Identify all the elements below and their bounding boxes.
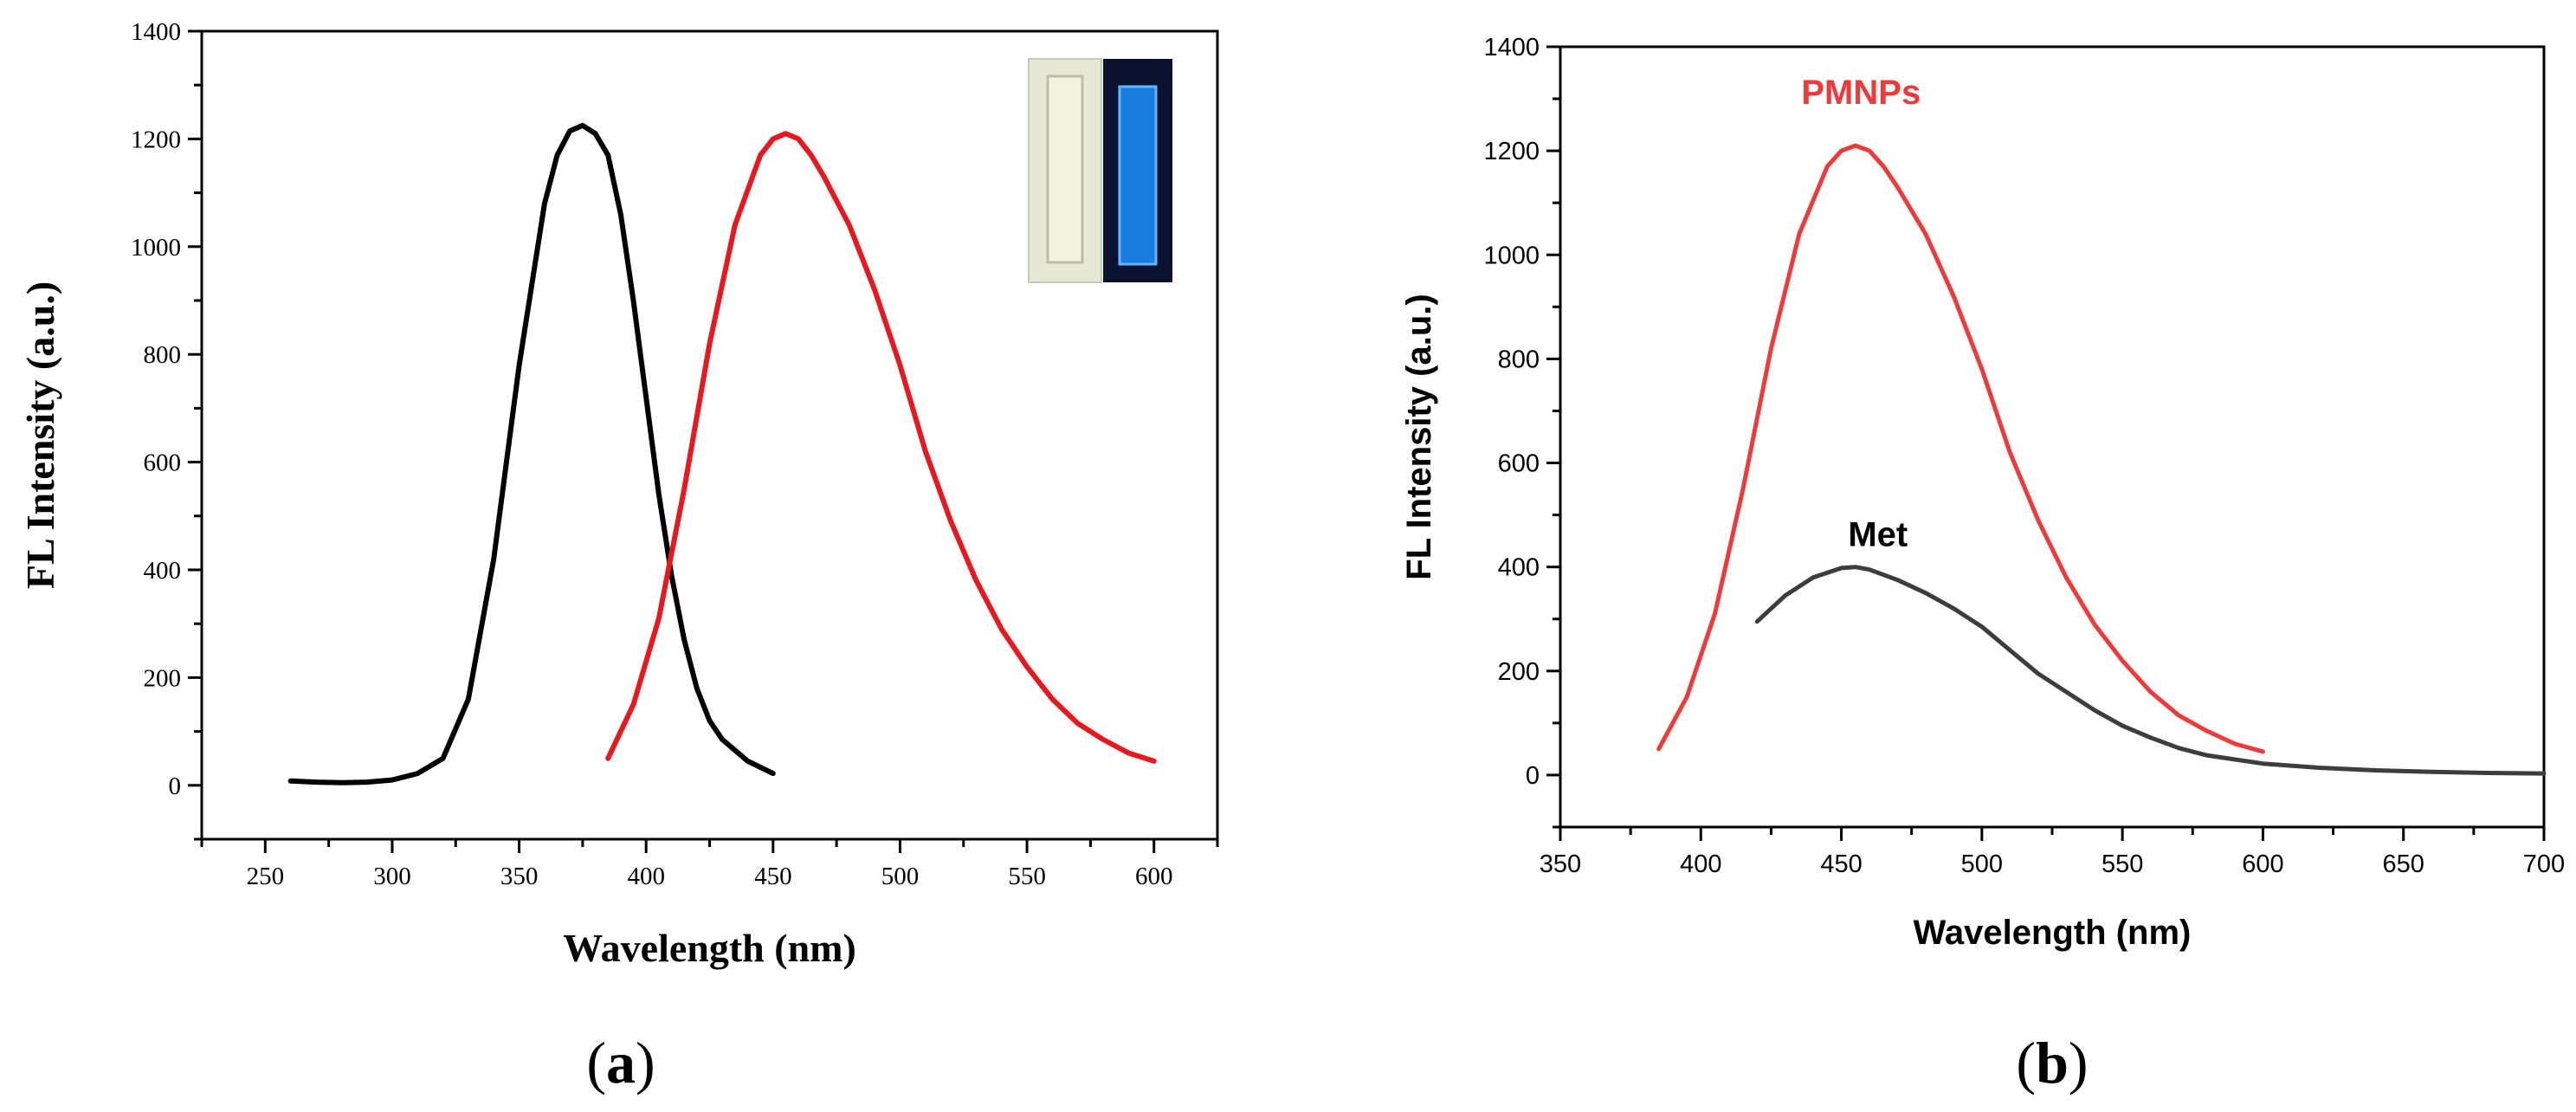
- y-tick-label: 1200: [1483, 138, 1540, 165]
- x-axis-label: Wavelength (nm): [563, 926, 856, 970]
- uv-cuvette: [1118, 85, 1158, 266]
- y-tick-label: 400: [1498, 554, 1540, 582]
- x-tick-label: 500: [881, 863, 920, 890]
- x-tick-label: 400: [1680, 850, 1721, 878]
- series-line-pmnps: [1656, 143, 2265, 754]
- y-tick-label: 600: [1498, 450, 1540, 478]
- y-tick-label: 600: [144, 449, 182, 477]
- annotation-pmnps: PMNPs: [1801, 74, 1921, 112]
- x-tick-label: 700: [2523, 850, 2565, 878]
- daylight-cuvette: [1046, 74, 1084, 264]
- y-tick-label: 1000: [131, 234, 181, 262]
- x-tick-label: 550: [2101, 850, 2143, 878]
- panel-label: (a): [586, 1030, 655, 1096]
- y-tick-label: 400: [144, 557, 182, 585]
- y-tick-label: 1000: [1483, 242, 1540, 269]
- x-tick-label: 350: [500, 863, 539, 890]
- annotation-met: Met: [1848, 516, 1908, 554]
- y-tick-label: 200: [144, 664, 182, 692]
- y-tick-label: 800: [1498, 346, 1540, 373]
- series-line-emission: [605, 131, 1157, 764]
- x-tick-label: 400: [627, 863, 665, 890]
- x-tick-label: 650: [2383, 850, 2424, 878]
- y-tick-label: 200: [1498, 658, 1540, 686]
- series-line-excitation: [287, 122, 776, 786]
- series-line-met: [1754, 565, 2547, 776]
- plot-frame: [1559, 45, 2546, 829]
- panel-label: (b): [2016, 1030, 2088, 1096]
- uv-cuvette-glow: [1120, 87, 1156, 264]
- y-tick-label: 0: [169, 773, 182, 800]
- inset-photo: [1028, 58, 1172, 283]
- y-tick-label: 0: [1526, 762, 1540, 790]
- x-tick-label: 250: [247, 863, 285, 890]
- x-tick-label: 600: [1135, 863, 1173, 890]
- x-tick-label: 450: [754, 863, 792, 890]
- y-axis-label: FL Intensity (a.u.): [1400, 294, 1438, 579]
- y-tick-label: 1400: [1483, 34, 1540, 61]
- y-axis-label: FL Intensity (a.u.): [18, 281, 62, 589]
- panel-a: 250 300 350 400 450 500 550 600 0 200 400 600 800 100…: [18, 18, 1219, 1096]
- y-tick-label: 800: [144, 341, 182, 369]
- x-tick-label: 450: [1820, 850, 1862, 878]
- y-tick-label: 1200: [131, 126, 181, 153]
- x-tick-label: 600: [2242, 850, 2283, 878]
- y-tick-label: 1400: [131, 18, 181, 46]
- x-axis-label: Wavelength (nm): [1914, 914, 2192, 952]
- x-tick-label: 350: [1540, 850, 1581, 878]
- x-tick-label: 300: [373, 863, 411, 890]
- x-tick-label: 500: [1961, 850, 2003, 878]
- x-tick-label: 550: [1008, 863, 1046, 890]
- panel-b: 350 400 450 500 550 600 650 700 0 200 400 600 800 100…: [1400, 34, 2565, 1096]
